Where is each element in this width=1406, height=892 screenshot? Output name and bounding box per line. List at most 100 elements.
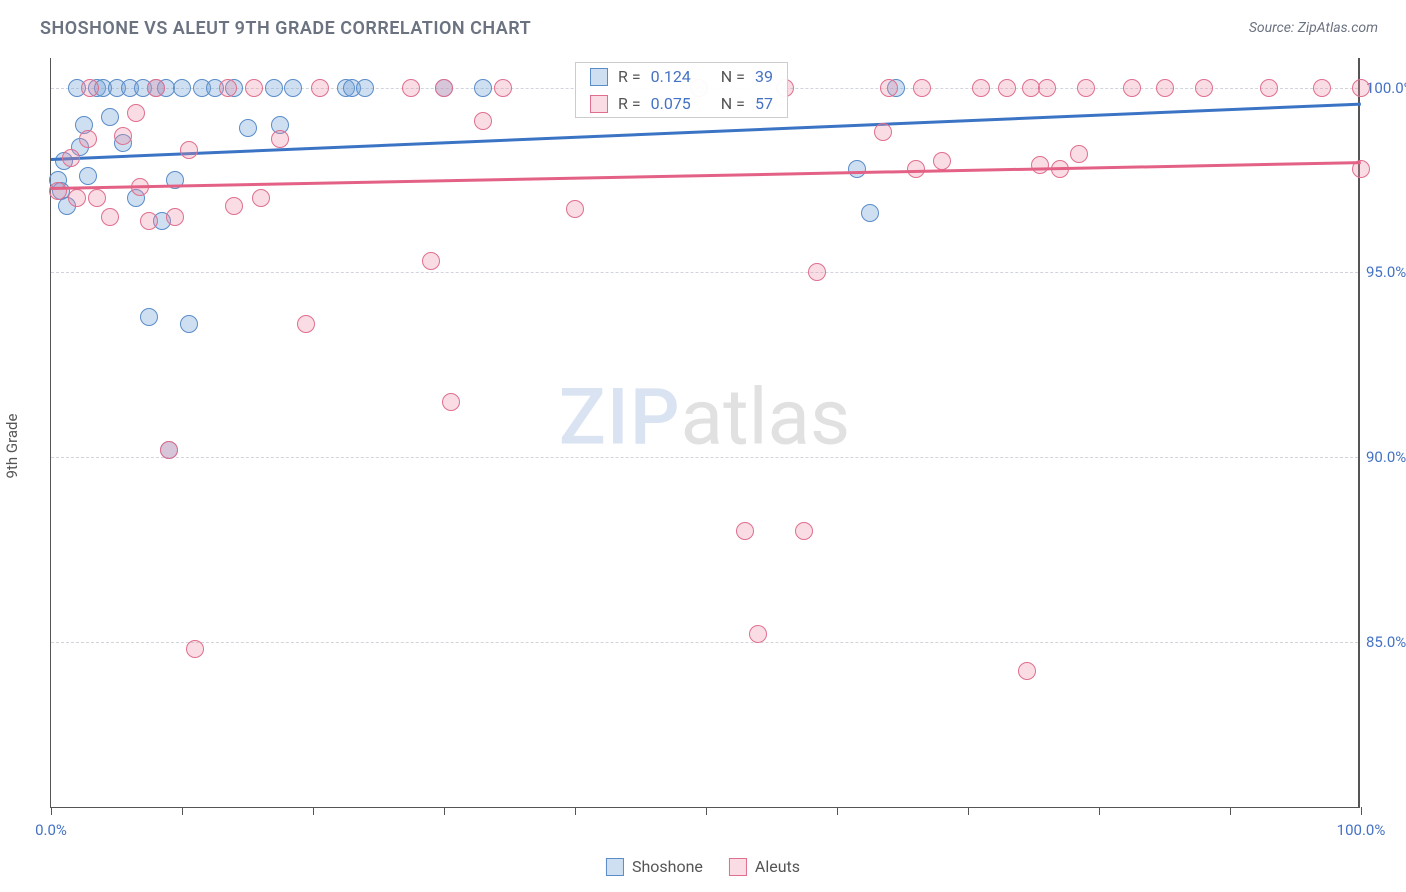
x-tick-label: 0.0% <box>35 821 67 839</box>
data-point <box>1038 79 1056 97</box>
data-point <box>1195 79 1213 97</box>
stat-r-label: R = <box>618 67 641 86</box>
stat-n-value: 57 <box>755 94 773 113</box>
data-point <box>114 127 132 145</box>
data-point <box>127 104 145 122</box>
stat-r-value: 0.124 <box>651 67 691 86</box>
stat-r-label: R = <box>618 94 641 113</box>
source-label: Source: ZipAtlas.com <box>1249 20 1378 36</box>
data-point <box>271 130 289 148</box>
y-tick-label: 95.0% <box>1366 263 1406 281</box>
data-point <box>88 189 106 207</box>
data-point <box>402 79 420 97</box>
data-point <box>79 167 97 185</box>
y-tick-label: 85.0% <box>1366 633 1406 651</box>
data-point <box>265 79 283 97</box>
data-point <box>219 79 237 97</box>
chart-title: SHOSHONE VS ALEUT 9TH GRADE CORRELATION … <box>40 18 531 39</box>
x-tick <box>51 807 52 815</box>
data-point <box>874 123 892 141</box>
swatch-icon <box>590 68 608 86</box>
swatch-icon <box>606 858 624 876</box>
data-point <box>356 79 374 97</box>
x-tick <box>1099 807 1100 815</box>
data-point <box>474 112 492 130</box>
data-point <box>180 141 198 159</box>
stat-n-value: 39 <box>755 67 773 86</box>
data-point <box>913 79 931 97</box>
data-point <box>166 208 184 226</box>
legend-item: Aleuts <box>729 857 800 876</box>
swatch-icon <box>590 95 608 113</box>
swatch-icon <box>729 858 747 876</box>
data-point <box>1123 79 1141 97</box>
data-point <box>1352 79 1370 97</box>
data-point <box>140 308 158 326</box>
data-point <box>252 189 270 207</box>
data-point <box>808 263 826 281</box>
legend-label: Aleuts <box>755 857 800 876</box>
stat-box: R =0.124N =39R =0.075N =57 <box>575 62 788 118</box>
data-point <box>284 79 302 97</box>
data-point <box>880 79 898 97</box>
x-tick <box>313 807 314 815</box>
data-point <box>173 79 191 97</box>
data-point <box>311 79 329 97</box>
x-tick <box>968 807 969 815</box>
data-point <box>225 197 243 215</box>
y-tick-label: 90.0% <box>1366 448 1406 466</box>
data-point <box>1156 79 1174 97</box>
stat-n-label: N = <box>721 67 745 86</box>
gridline <box>51 457 1358 458</box>
data-point <box>245 79 263 97</box>
data-point <box>68 189 86 207</box>
data-point <box>474 79 492 97</box>
data-point <box>422 252 440 270</box>
data-point <box>972 79 990 97</box>
x-tick <box>837 807 838 815</box>
data-point <box>1018 662 1036 680</box>
data-point <box>1313 79 1331 97</box>
legend-item: Shoshone <box>606 857 703 876</box>
watermark-atlas: atlas <box>681 372 851 463</box>
x-tick <box>1230 807 1231 815</box>
data-point <box>81 79 99 97</box>
y-axis-label: 9th Grade <box>3 414 21 479</box>
data-point <box>62 149 80 167</box>
data-point <box>140 212 158 230</box>
watermark: ZIPatlas <box>559 372 851 463</box>
stat-row: R =0.075N =57 <box>576 90 787 117</box>
gridline <box>51 642 1358 643</box>
data-point <box>933 152 951 170</box>
data-point <box>79 130 97 148</box>
x-tick <box>1361 807 1362 815</box>
gridline <box>51 272 1358 273</box>
data-point <box>147 79 165 97</box>
data-point <box>239 119 257 137</box>
watermark-zip: ZIP <box>559 372 681 463</box>
data-point <box>749 625 767 643</box>
stat-row: R = 0.124 N = 39 <box>576 63 787 90</box>
data-point <box>297 315 315 333</box>
data-point <box>494 79 512 97</box>
data-point <box>180 315 198 333</box>
legend: Shoshone Aleuts <box>606 857 800 876</box>
data-point <box>998 79 1016 97</box>
stat-n-label: N = <box>721 94 745 113</box>
data-point <box>1077 79 1095 97</box>
data-point <box>49 182 67 200</box>
x-tick <box>444 807 445 815</box>
x-tick-label: 100.0% <box>1337 821 1386 839</box>
data-point <box>1070 145 1088 163</box>
data-point <box>566 200 584 218</box>
data-point <box>1031 156 1049 174</box>
x-tick <box>706 807 707 815</box>
data-point <box>101 108 119 126</box>
data-point <box>101 208 119 226</box>
data-point <box>186 640 204 658</box>
data-point <box>861 204 879 222</box>
x-tick <box>182 807 183 815</box>
trend-line <box>51 161 1361 189</box>
legend-label: Shoshone <box>632 857 703 876</box>
data-point <box>435 79 453 97</box>
